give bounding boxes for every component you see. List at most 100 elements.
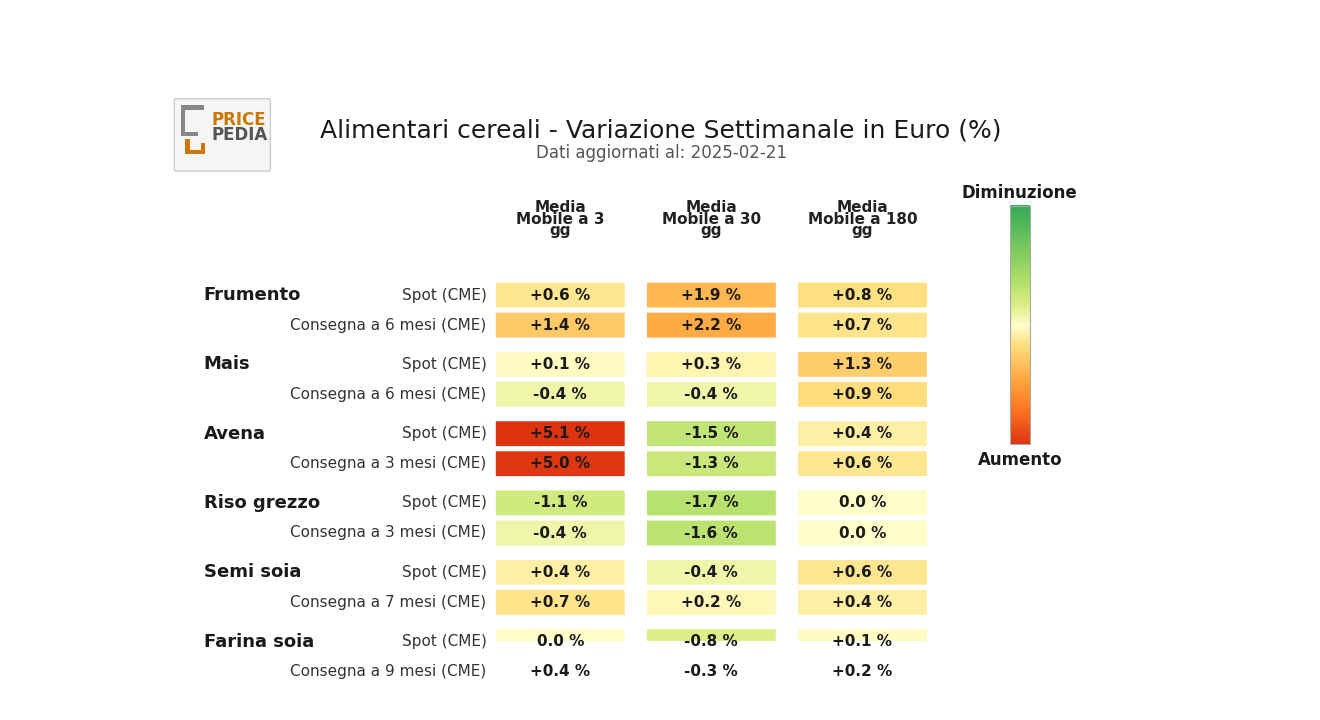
Bar <box>1010 441 1030 443</box>
Bar <box>1010 231 1030 232</box>
Bar <box>1010 318 1030 320</box>
Bar <box>1010 418 1030 419</box>
Bar <box>1010 257 1030 258</box>
Bar <box>1010 262 1030 263</box>
Bar <box>1010 390 1030 391</box>
Bar <box>1010 402 1030 403</box>
Bar <box>1010 300 1030 301</box>
Bar <box>1010 429 1030 430</box>
Bar <box>1010 312 1030 314</box>
Bar <box>1010 303 1030 305</box>
Bar <box>1010 372 1030 373</box>
Bar <box>1010 314 1030 315</box>
Bar <box>1010 374 1030 375</box>
Bar <box>1010 438 1030 439</box>
Bar <box>1010 400 1030 402</box>
Bar <box>1010 215 1030 216</box>
Bar <box>1010 220 1030 222</box>
Bar <box>1010 424 1030 426</box>
Bar <box>1010 255 1030 256</box>
Bar <box>1010 327 1030 328</box>
Bar <box>1010 381 1030 382</box>
Bar <box>1010 279 1030 280</box>
Bar <box>1010 387 1030 389</box>
Bar <box>1010 348 1030 349</box>
Bar <box>1010 266 1030 267</box>
Text: -1.1 %: -1.1 % <box>533 495 587 510</box>
Text: Mobile a 30: Mobile a 30 <box>661 212 760 227</box>
Bar <box>1010 250 1030 251</box>
Text: Aumento: Aumento <box>978 451 1063 469</box>
Bar <box>1010 395 1030 396</box>
Bar <box>1010 205 1030 207</box>
Bar <box>1010 244 1030 246</box>
Bar <box>1010 219 1030 220</box>
FancyBboxPatch shape <box>797 282 928 309</box>
Bar <box>1010 382 1030 383</box>
Text: +0.6 %: +0.6 % <box>833 456 892 471</box>
Bar <box>1010 433 1030 434</box>
Bar <box>1010 309 1030 310</box>
Text: Spot (CME): Spot (CME) <box>401 357 487 372</box>
Bar <box>1010 408 1030 410</box>
FancyBboxPatch shape <box>797 351 928 378</box>
Bar <box>1010 405 1030 406</box>
Bar <box>1010 415 1030 416</box>
Bar <box>1010 206 1030 207</box>
Bar <box>1010 325 1030 327</box>
Bar <box>1010 379 1030 381</box>
Bar <box>1010 377 1030 379</box>
Bar <box>1010 420 1030 421</box>
Bar <box>1010 364 1030 366</box>
Bar <box>185 150 206 154</box>
Text: +0.2 %: +0.2 % <box>833 664 892 679</box>
FancyBboxPatch shape <box>495 490 626 516</box>
Bar <box>1010 233 1030 235</box>
FancyBboxPatch shape <box>645 351 777 378</box>
Text: Media: Media <box>837 200 888 215</box>
Text: Mais: Mais <box>203 356 251 374</box>
Bar <box>1010 337 1030 338</box>
FancyBboxPatch shape <box>495 520 626 546</box>
Text: Frumento: Frumento <box>203 286 301 304</box>
Bar <box>1010 211 1030 212</box>
Text: PRICE: PRICE <box>211 111 267 129</box>
Text: -1.5 %: -1.5 % <box>685 426 738 441</box>
Bar <box>1010 213 1030 215</box>
Bar <box>1010 352 1030 353</box>
Bar <box>1010 206 1030 444</box>
Bar <box>1010 242 1030 243</box>
Bar <box>1010 253 1030 254</box>
Bar <box>1010 228 1030 230</box>
Text: Farina soia: Farina soia <box>203 633 314 651</box>
Text: Mobile a 3: Mobile a 3 <box>516 212 605 227</box>
FancyBboxPatch shape <box>645 589 777 616</box>
Bar <box>1010 245 1030 246</box>
Bar <box>181 105 203 109</box>
Text: -0.8 %: -0.8 % <box>685 634 738 649</box>
Text: -0.4 %: -0.4 % <box>533 526 587 541</box>
Bar <box>1010 443 1030 444</box>
Bar <box>1010 305 1030 307</box>
FancyBboxPatch shape <box>174 99 271 171</box>
Bar <box>1010 251 1030 253</box>
Bar <box>1010 277 1030 278</box>
Bar <box>1010 252 1030 253</box>
Bar <box>1010 383 1030 384</box>
Text: +0.8 %: +0.8 % <box>833 287 892 302</box>
Text: +5.1 %: +5.1 % <box>531 426 590 441</box>
Bar <box>1010 370 1030 372</box>
Bar <box>1010 319 1030 320</box>
Bar <box>1010 338 1030 339</box>
Bar <box>1010 340 1030 341</box>
Bar <box>1010 421 1030 422</box>
Bar <box>1010 226 1030 228</box>
Text: +0.4 %: +0.4 % <box>531 664 590 679</box>
Text: -0.3 %: -0.3 % <box>685 664 738 679</box>
Text: Consegna a 3 mesi (CME): Consegna a 3 mesi (CME) <box>290 456 487 471</box>
Bar <box>1010 322 1030 323</box>
Text: Spot (CME): Spot (CME) <box>401 634 487 649</box>
Bar <box>1010 434 1030 436</box>
Bar <box>1010 293 1030 294</box>
Text: Spot (CME): Spot (CME) <box>401 495 487 510</box>
